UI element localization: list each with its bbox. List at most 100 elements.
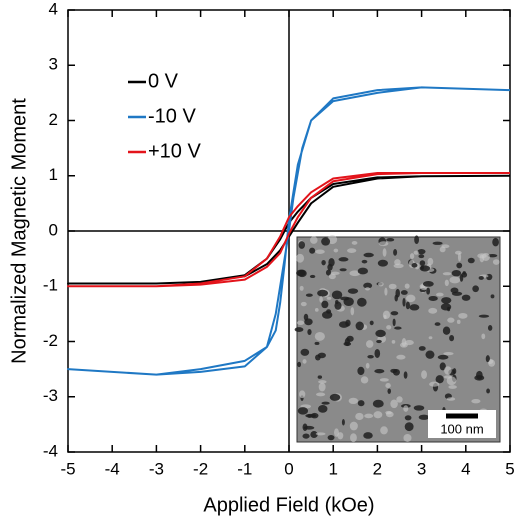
- texture-spot: [456, 319, 461, 324]
- texture-spot: [386, 237, 395, 242]
- texture-spot: [326, 309, 332, 314]
- texture-spot: [328, 273, 336, 280]
- texture-spot: [386, 325, 392, 330]
- texture-spot: [339, 268, 347, 272]
- texture-spot: [317, 375, 323, 379]
- texture-spot: [321, 259, 326, 266]
- texture-spot: [380, 426, 388, 435]
- texture-spot: [297, 407, 309, 415]
- texture-spot: [379, 378, 389, 382]
- legend-label: +10 V: [148, 140, 201, 162]
- texture-spot: [317, 352, 326, 359]
- texture-spot: [378, 241, 389, 247]
- y-tick-label: -4: [43, 441, 58, 460]
- texture-spot: [327, 434, 335, 441]
- x-axis-label: Applied Field (kOe): [203, 494, 374, 516]
- texture-spot: [383, 314, 387, 320]
- texture-spot: [443, 352, 454, 356]
- texture-spot: [417, 249, 426, 255]
- texture-spot: [421, 370, 427, 379]
- texture-spot: [351, 241, 358, 245]
- texture-spot: [422, 280, 434, 287]
- texture-spot: [447, 306, 451, 312]
- texture-spot: [385, 383, 391, 389]
- texture-spot: [305, 293, 313, 297]
- texture-spot: [472, 285, 479, 293]
- y-axis-label: Normalized Magnetic Moment: [8, 98, 30, 364]
- texture-spot: [318, 380, 327, 384]
- texture-spot: [457, 252, 462, 262]
- texture-spot: [411, 263, 418, 268]
- texture-spot: [426, 287, 431, 295]
- y-tick-label: -2: [43, 331, 58, 350]
- texture-spot: [420, 265, 424, 270]
- texture-spot: [367, 354, 374, 359]
- texture-spot: [365, 287, 371, 291]
- texture-spot: [302, 423, 308, 432]
- texture-spot: [402, 297, 406, 307]
- texture-spot: [297, 361, 302, 368]
- texture-spot: [349, 270, 361, 277]
- y-tick-label: -1: [43, 276, 58, 295]
- texture-spot: [357, 267, 369, 275]
- y-tick-label: -3: [43, 386, 58, 405]
- texture-spot: [413, 250, 419, 255]
- texture-spot: [375, 329, 386, 338]
- texture-spot: [404, 283, 410, 289]
- x-tick-label: -3: [149, 459, 164, 478]
- x-tick-label: 2: [373, 459, 382, 478]
- texture-spot: [365, 362, 370, 369]
- texture-spot: [404, 422, 414, 432]
- texture-spot: [447, 317, 455, 323]
- texture-spot: [321, 401, 330, 405]
- texture-spot: [485, 355, 490, 363]
- texture-spot: [428, 307, 438, 314]
- texture-spot: [449, 334, 455, 342]
- texture-spot: [439, 362, 446, 371]
- texture-spot: [357, 366, 365, 376]
- texture-spot: [365, 340, 374, 348]
- texture-spot: [441, 297, 452, 304]
- texture-spot: [448, 385, 457, 389]
- texture-spot: [478, 275, 484, 280]
- texture-spot: [488, 359, 496, 367]
- texture-spot: [295, 253, 305, 263]
- x-tick-label: 0: [284, 459, 293, 478]
- texture-spot: [428, 295, 438, 301]
- texture-spot: [403, 405, 409, 412]
- texture-spot: [393, 248, 398, 256]
- texture-spot: [347, 288, 359, 294]
- texture-spot: [377, 259, 388, 267]
- texture-spot: [387, 388, 392, 394]
- x-tick-label: 1: [328, 459, 337, 478]
- texture-spot: [363, 282, 373, 289]
- texture-spot: [357, 297, 367, 307]
- texture-spot: [319, 296, 323, 303]
- texture-spot: [487, 324, 493, 331]
- texture-spot: [360, 376, 369, 384]
- texture-spot: [350, 433, 357, 443]
- texture-spot: [456, 262, 463, 269]
- texture-spot: [477, 253, 487, 259]
- texture-spot: [451, 291, 463, 296]
- x-tick-label: -2: [193, 459, 208, 478]
- texture-spot: [376, 339, 382, 344]
- series-line: [67, 171, 510, 288]
- x-tick-label: 5: [505, 459, 514, 478]
- texture-spot: [467, 257, 475, 264]
- texture-spot: [419, 260, 426, 266]
- y-tick-label: 4: [49, 0, 58, 18]
- texture-spot: [364, 413, 374, 419]
- texture-spot: [338, 257, 349, 262]
- texture-spot: [309, 274, 316, 279]
- texture-spot: [441, 244, 450, 249]
- texture-spot: [390, 311, 399, 316]
- texture-spot: [344, 337, 350, 347]
- texture-spot: [300, 301, 307, 307]
- texture-spot: [405, 294, 416, 303]
- texture-spot: [300, 348, 310, 356]
- texture-spot: [302, 359, 307, 364]
- texture-spot: [471, 398, 481, 404]
- texture-spot: [333, 248, 339, 253]
